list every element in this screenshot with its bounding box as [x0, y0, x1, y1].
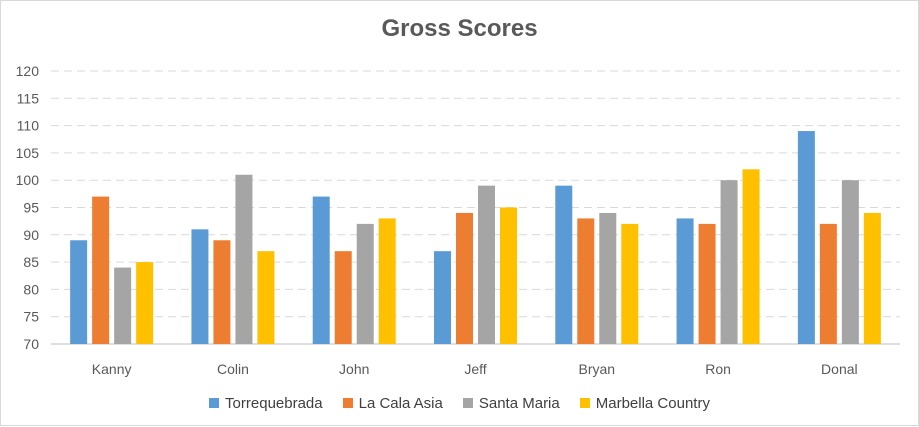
bar [235, 174, 253, 344]
bar [312, 196, 330, 344]
x-tick-label: Kanny [92, 361, 132, 377]
legend-label: La Cala Asia [358, 394, 443, 412]
legend-swatch [579, 398, 590, 408]
bar [114, 267, 132, 344]
legend-label: Santa Maria [478, 394, 560, 412]
bar [577, 218, 595, 344]
legend-swatch [209, 398, 220, 408]
y-tick-label: 95 [23, 200, 39, 216]
x-tick-label: Colin [217, 361, 249, 377]
y-tick-label: 90 [23, 227, 39, 243]
bar [555, 185, 573, 344]
legend-item: Torrequebrada [209, 395, 323, 412]
y-tick-label: 110 [17, 118, 40, 134]
bar [356, 223, 374, 344]
y-tick-label: 115 [17, 90, 40, 106]
bar [434, 251, 451, 344]
bar [500, 207, 517, 344]
bar [599, 212, 617, 344]
bar [334, 251, 352, 344]
bar [841, 180, 859, 344]
y-tick-label: 75 [23, 309, 39, 325]
y-tick-label: 100 [16, 172, 40, 188]
legend-item: La Cala Asia [342, 394, 443, 412]
legend-swatch [342, 398, 353, 408]
chart-legend: Torrequebrada La Cala Asia Santa Maria Marb… [1, 392, 918, 414]
x-tick-label: Bryan [578, 361, 615, 377]
y-tick-label: 70 [23, 336, 39, 352]
bar [191, 229, 209, 344]
bar [378, 218, 396, 344]
x-tick-label: Jeff [464, 361, 486, 377]
bar [213, 240, 231, 344]
y-tick-label: 85 [23, 254, 39, 270]
legend-item: Santa Maria [462, 394, 560, 412]
bar [136, 262, 154, 344]
bar [698, 223, 716, 344]
y-tick-label: 120 [16, 63, 40, 79]
bar [257, 251, 275, 344]
y-tick-label: 105 [16, 145, 40, 161]
chart-title: Gross Scores [381, 15, 538, 42]
bar [720, 180, 738, 344]
x-tick-label: John [339, 361, 369, 377]
bar [621, 223, 639, 344]
bar [819, 223, 837, 344]
legend-item: Marbella Country [579, 394, 710, 412]
bar [742, 169, 760, 344]
bar [863, 212, 881, 344]
x-tick-label: Donal [821, 361, 858, 377]
bar [70, 240, 88, 344]
bar [797, 131, 815, 344]
legend-label: Torrequebrada [225, 394, 323, 412]
bar [676, 218, 694, 344]
y-tick-label: 80 [23, 281, 39, 297]
legend-label: Marbella Country [595, 394, 710, 412]
x-tick-label: Ron [705, 361, 731, 377]
bar [478, 185, 495, 344]
legend-swatch [462, 398, 473, 408]
bar [92, 196, 110, 344]
bar [456, 212, 473, 344]
